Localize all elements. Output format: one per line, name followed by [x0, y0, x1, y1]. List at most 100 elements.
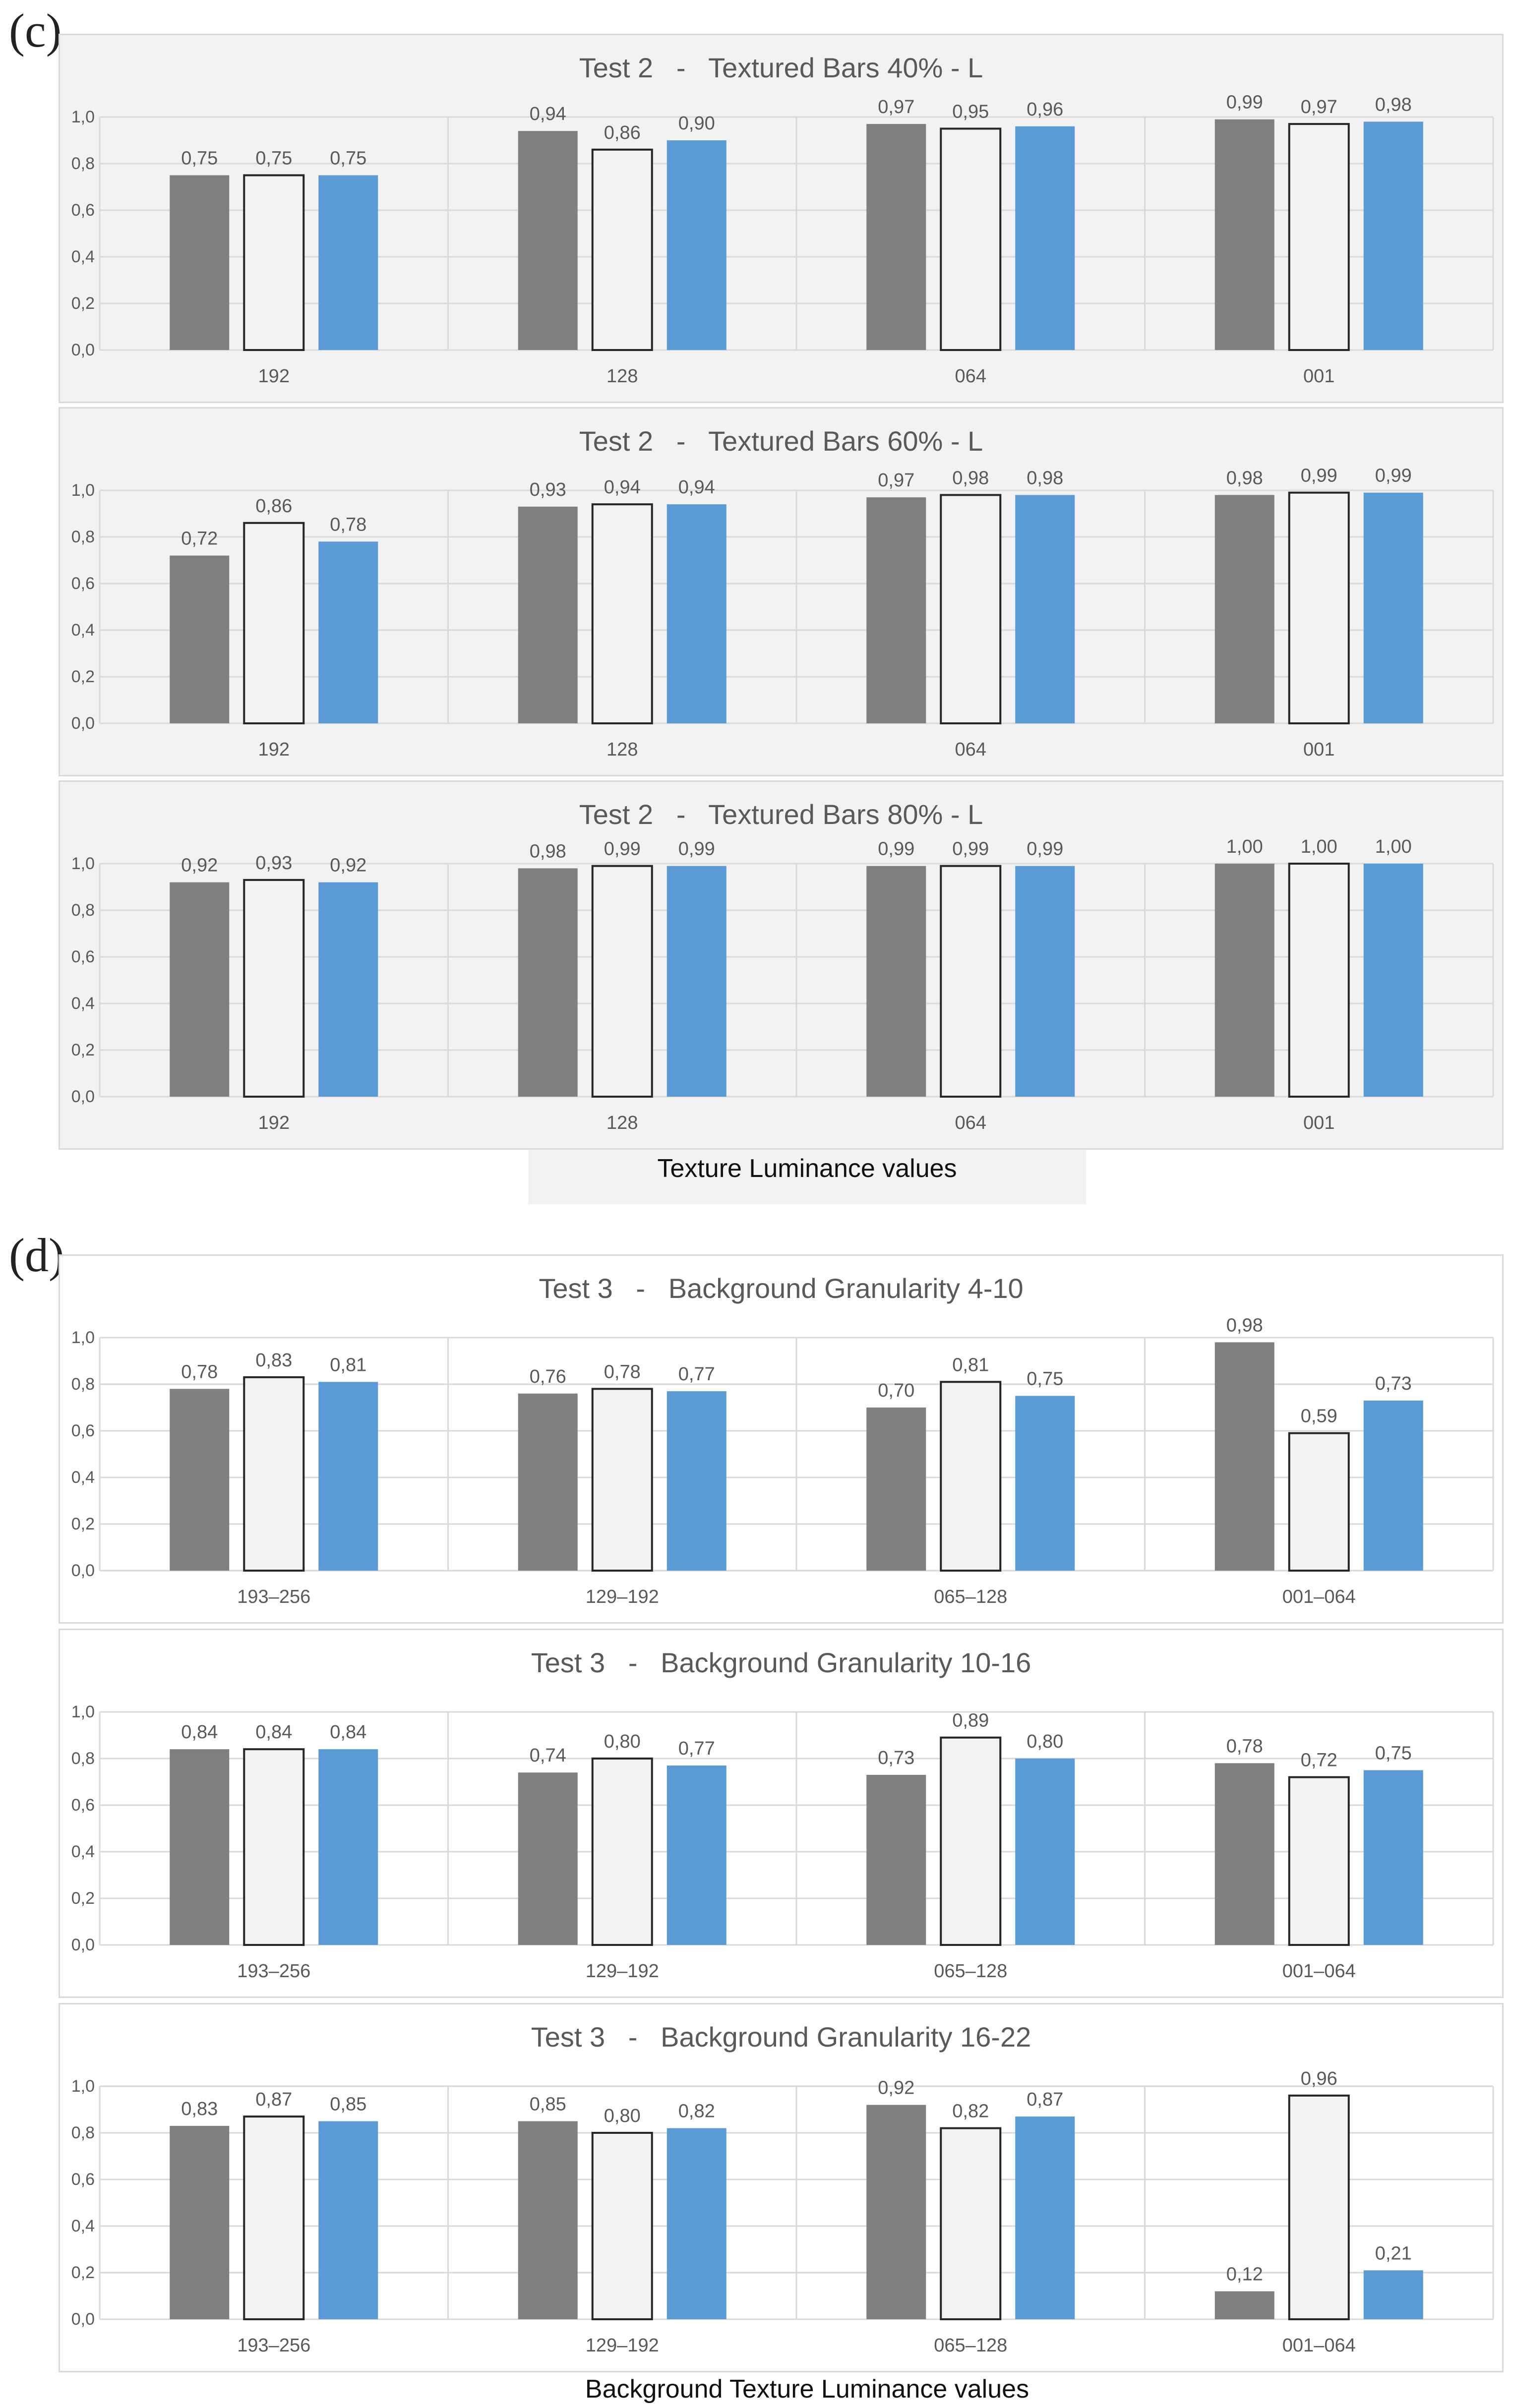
data-label: 0,84 — [330, 1722, 366, 1743]
bar-series-2 — [591, 1758, 653, 1946]
bar-series-1 — [170, 1749, 230, 1945]
data-label: 0,82 — [678, 2101, 715, 2122]
bar-series-2 — [940, 2127, 1002, 2320]
x-tick-label: 193–256 — [237, 1961, 310, 1982]
bar-series-3 — [1363, 1770, 1423, 1945]
x-tick-label: 001 — [1303, 366, 1334, 387]
y-tick-label: 0,8 — [71, 1375, 95, 1394]
data-label: 0,86 — [604, 122, 641, 143]
bar-series-1 — [170, 2125, 230, 2319]
data-label: 0,80 — [1027, 1731, 1063, 1752]
y-tick-label: 0,8 — [71, 1749, 95, 1768]
data-label: 1,00 — [1375, 836, 1412, 857]
bar-chart-4: 0,0 0,2 0,4 0,6 0,8 1,0 0,78 0,83 0,81 193–256 0,7… — [71, 1315, 1494, 1607]
data-label: 0,89 — [952, 1710, 989, 1731]
data-label: 0,98 — [952, 468, 989, 488]
y-tick-label: 0,4 — [71, 247, 95, 266]
data-label: 0,97 — [878, 97, 914, 117]
x-tick-label: 193–256 — [237, 1586, 310, 1607]
data-label: 0,78 — [604, 1361, 641, 1382]
y-tick-label: 0,0 — [71, 341, 95, 359]
data-label: 0,99 — [1027, 839, 1063, 860]
bar-series-3 — [1363, 1400, 1423, 1571]
x-tick-label: 064 — [955, 739, 986, 760]
x-tick-label: 064 — [955, 366, 986, 387]
bar-series-2 — [940, 865, 1002, 1098]
x-tick-label: 128 — [606, 739, 638, 760]
bar-series-1 — [518, 506, 578, 723]
y-tick-label: 0,4 — [71, 994, 95, 1013]
data-label: 0,99 — [952, 839, 989, 860]
data-label: 0,98 — [530, 841, 566, 862]
bar-series-2 — [940, 127, 1002, 351]
data-label: 0,98 — [1226, 468, 1263, 488]
data-label: 0,92 — [878, 2078, 914, 2099]
bar-series-3 — [1015, 866, 1075, 1097]
y-tick-label: 0,6 — [71, 1421, 95, 1440]
bar-series-1 — [518, 131, 578, 350]
section-label-c: (c) — [9, 4, 62, 57]
bar-series-2 — [243, 522, 305, 725]
bar-series-2 — [1288, 2094, 1350, 2321]
y-tick-label: 0,6 — [71, 2170, 95, 2189]
data-label: 0,99 — [1226, 92, 1263, 113]
chart-title: Test 2 - Textured Bars 40% - L — [579, 52, 983, 83]
bar-series-2 — [1288, 1432, 1350, 1572]
bar-series-3 — [666, 866, 726, 1097]
x-tick-label: 192 — [258, 739, 290, 760]
y-tick-label: 0,2 — [71, 1889, 95, 1908]
chart-title: Test 3 - Background Granularity 4-10 — [539, 1273, 1024, 1304]
x-tick-label: 192 — [258, 1113, 290, 1133]
section-label-d: (d) — [9, 1229, 64, 1282]
bar-series-3 — [318, 541, 378, 723]
bar-series-2 — [940, 1381, 1002, 1572]
x-tick-label: 129–192 — [586, 1586, 659, 1607]
chart-title: Test 3 - Background Granularity 16-22 — [531, 2021, 1031, 2053]
y-tick-label: 0,2 — [71, 1515, 95, 1533]
y-tick-label: 0,0 — [71, 1936, 95, 1954]
y-tick-label: 1,0 — [71, 854, 95, 873]
bar-chart-1: 0,0 0,2 0,4 0,6 0,8 1,0 0,75 0,75 0,75 192 0,94 0,8… — [71, 92, 1494, 387]
data-label: 0,81 — [952, 1354, 989, 1375]
x-tick-label: 193–256 — [237, 2335, 310, 2356]
data-label: 0,96 — [1301, 2068, 1337, 2089]
bar-series-3 — [666, 2128, 726, 2319]
data-label: 0,75 — [181, 148, 218, 169]
chart-panel-3: Test 2 - Textured Bars 80% - L 0,0 0,2 0,4… — [59, 780, 1504, 1150]
data-label: 0,73 — [1375, 1373, 1412, 1394]
data-label: 0,81 — [330, 1354, 366, 1375]
bar-series-2 — [1288, 1776, 1350, 1946]
bar-series-1 — [170, 555, 230, 723]
y-tick-label: 1,0 — [71, 1703, 95, 1721]
data-label: 0,92 — [181, 855, 218, 876]
bar-series-1 — [170, 175, 230, 350]
data-label: 1,00 — [1301, 836, 1337, 857]
chart-panel-1: Test 2 - Textured Bars 40% - L 0,0 0,2 0,4… — [59, 34, 1504, 403]
bar-series-1 — [866, 1408, 926, 1571]
x-axis-title-c: Texture Luminance values — [528, 1150, 1086, 1204]
bar-series-2 — [243, 1748, 305, 1946]
data-label: 0,77 — [678, 1738, 715, 1759]
bar-series-3 — [318, 175, 378, 350]
data-label: 0,74 — [530, 1745, 566, 1766]
data-label: 0,85 — [530, 2094, 566, 2115]
data-label: 0,83 — [255, 1350, 292, 1371]
y-tick-label: 0,6 — [71, 1796, 95, 1815]
chart-panel-5: Test 3 - Background Granularity 10-16 0,… — [59, 1629, 1504, 1998]
bar-series-2 — [1288, 123, 1350, 351]
x-tick-label: 065–128 — [934, 2335, 1007, 2356]
data-label: 0,92 — [330, 855, 366, 876]
bar-series-2 — [940, 1736, 1002, 1946]
y-tick-label: 0,0 — [71, 714, 95, 733]
bar-series-3 — [666, 140, 726, 350]
data-label: 0,70 — [878, 1380, 914, 1401]
y-tick-label: 0,6 — [71, 574, 95, 593]
bar-series-2 — [940, 494, 1002, 724]
data-label: 0,98 — [1027, 468, 1063, 488]
data-label: 0,75 — [1375, 1743, 1412, 1764]
data-label: 0,78 — [330, 514, 366, 535]
data-label: 0,87 — [255, 2089, 292, 2110]
bar-series-1 — [1214, 2291, 1274, 2319]
data-label: 0,99 — [878, 839, 914, 860]
data-label: 0,75 — [1027, 1369, 1063, 1390]
